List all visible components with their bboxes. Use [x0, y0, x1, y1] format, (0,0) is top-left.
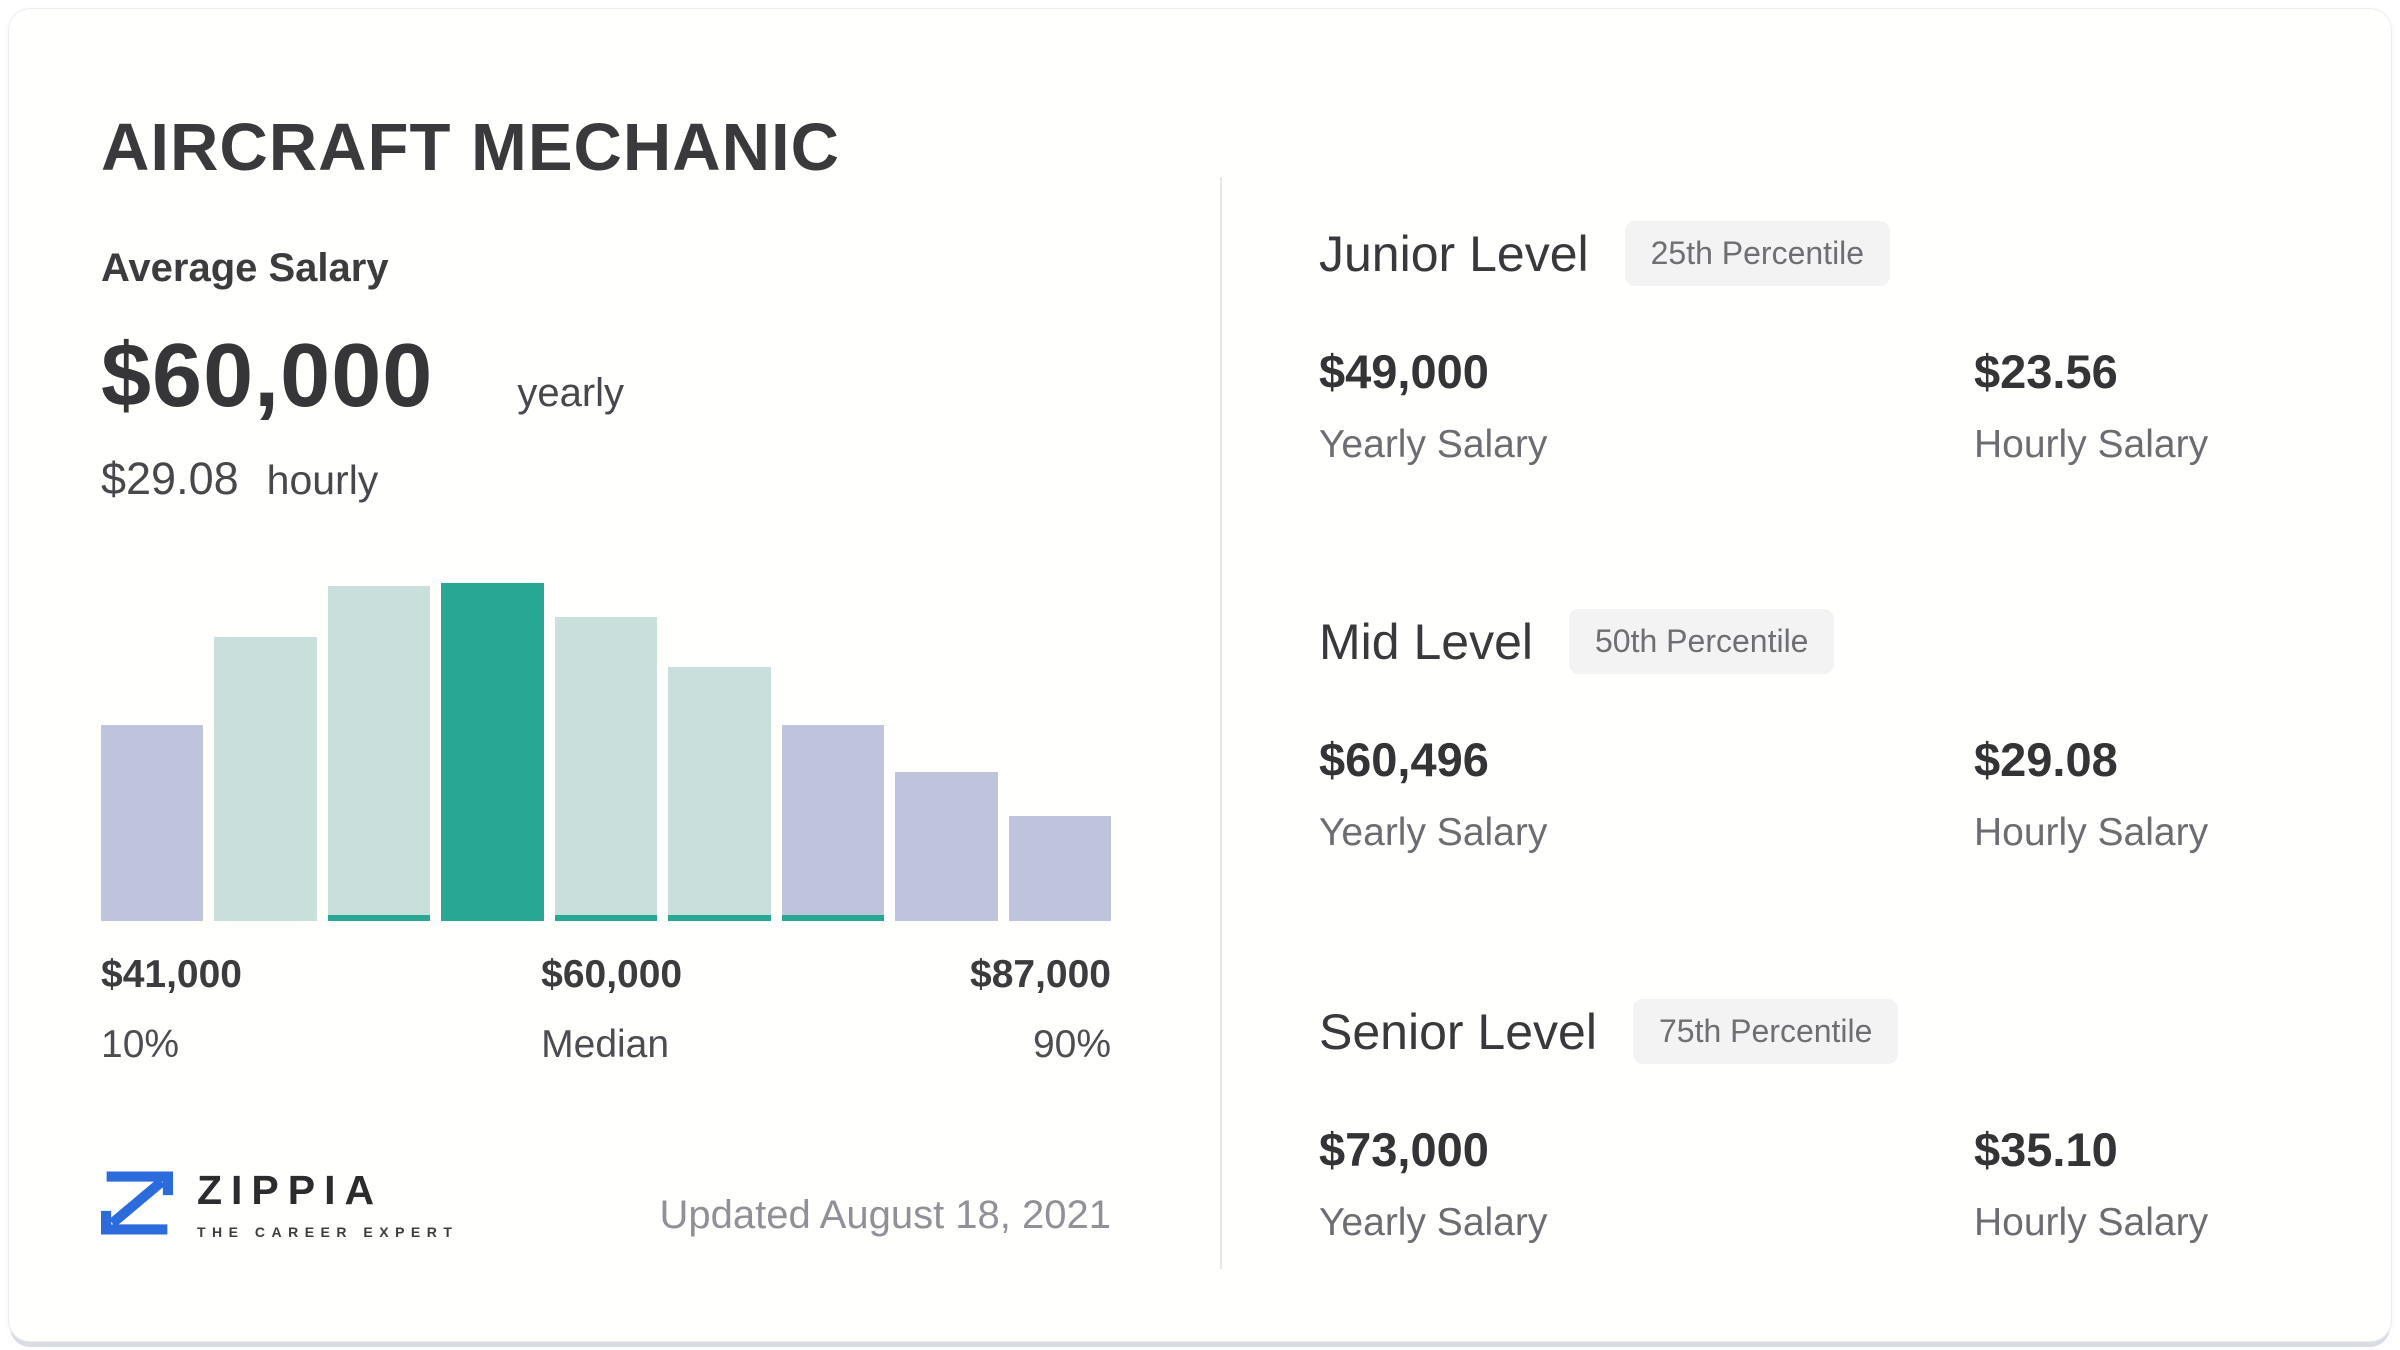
salary-card: AIRCRAFT MECHANIC Average Salary $60,000… — [8, 8, 2392, 1342]
hourly-salary-label: Hourly Salary — [1974, 811, 2209, 854]
zippia-wordmark: ZIPPIA THE CAREER EXPERT — [197, 1167, 458, 1240]
average-salary-hourly-row: $29.08 hourly — [101, 453, 378, 505]
hourly-salary-value: $23.56 — [1974, 345, 2118, 398]
hourly-salary-label: Hourly Salary — [1974, 423, 2209, 466]
updated-date: Updated August 18, 2021 — [659, 1193, 1111, 1237]
level-title: Junior Level — [1319, 225, 1589, 282]
average-salary-yearly-row: $60,000 yearly — [101, 325, 624, 428]
level-title: Senior Level — [1319, 1003, 1597, 1060]
level-title: Mid Level — [1319, 613, 1533, 670]
yearly-salary-label: Yearly Salary — [1319, 1201, 1548, 1244]
axis-marker-10th: $41,000 10% — [101, 953, 242, 1067]
average-hourly-unit: hourly — [266, 457, 379, 503]
yearly-salary-value: $49,000 — [1319, 345, 1489, 398]
axis-marker-label: 90% — [1032, 1023, 1111, 1066]
salary-histogram — [101, 583, 1111, 921]
histogram-bar — [327, 586, 431, 921]
histogram-bar — [781, 725, 885, 921]
axis-marker-90th: $87,000 90% — [970, 953, 1111, 1067]
histogram-bar — [895, 772, 998, 921]
hourly-salary-value: $35.10 — [1974, 1123, 2118, 1176]
histogram-bar — [554, 617, 658, 921]
axis-marker-label: 10% — [101, 1023, 180, 1066]
histogram-bar — [1008, 816, 1111, 921]
level-block-junior: Junior Level 25th Percentile $49,000 Yea… — [1319, 221, 2319, 467]
histogram-bar — [441, 583, 544, 921]
brand-name: ZIPPIA — [197, 1167, 384, 1213]
average-yearly-value: $60,000 — [101, 326, 434, 426]
yearly-salary-value: $73,000 — [1319, 1123, 1489, 1176]
yearly-salary-label: Yearly Salary — [1319, 811, 1548, 854]
axis-marker-value: $60,000 — [541, 953, 683, 996]
histogram-bar — [668, 667, 772, 921]
hourly-salary-label: Hourly Salary — [1974, 1201, 2209, 1244]
level-block-mid: Mid Level 50th Percentile $60,496 Yearly… — [1319, 609, 2319, 855]
histogram-bar — [214, 637, 317, 921]
average-yearly-unit: yearly — [517, 371, 625, 415]
percentile-badge: 25th Percentile — [1624, 221, 1891, 286]
vertical-divider — [1220, 177, 1222, 1269]
average-salary-label: Average Salary — [101, 246, 389, 290]
average-hourly-value: $29.08 — [101, 453, 239, 504]
axis-marker-median: $60,000 Median — [541, 953, 682, 1067]
percentile-badge: 75th Percentile — [1632, 999, 1899, 1064]
brand-tagline: THE CAREER EXPERT — [197, 1224, 459, 1240]
yearly-salary-label: Yearly Salary — [1319, 423, 1548, 466]
page-title: AIRCRAFT MECHANIC — [101, 110, 841, 185]
zippia-z-icon — [101, 1171, 173, 1235]
level-block-senior: Senior Level 75th Percentile $73,000 Yea… — [1319, 999, 2319, 1245]
histogram-bar — [101, 725, 204, 921]
zippia-logo: ZIPPIA THE CAREER EXPERT — [101, 1167, 458, 1240]
axis-marker-value: $87,000 — [970, 953, 1111, 996]
yearly-salary-value: $60,496 — [1319, 733, 1489, 786]
histogram-axis: $41,000 10% $60,000 Median $87,000 90% — [101, 953, 1111, 1083]
hourly-salary-value: $29.08 — [1974, 733, 2118, 786]
percentile-badge: 50th Percentile — [1569, 609, 1835, 674]
axis-marker-label: Median — [541, 1023, 670, 1066]
axis-marker-value: $41,000 — [101, 953, 242, 996]
